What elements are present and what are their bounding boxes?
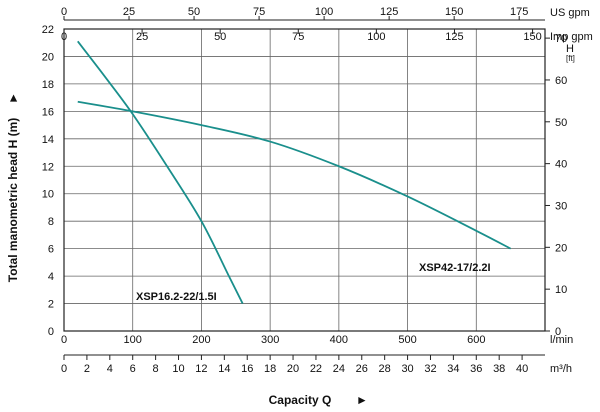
x-tick-label: 500: [398, 334, 416, 346]
x-tick-label: 400: [330, 334, 348, 346]
m3h-tick-label: 30: [401, 363, 413, 375]
y-tick-label: 4: [48, 271, 54, 283]
x-axis-title: Capacity Q: [269, 393, 332, 407]
m3h-tick-label: 22: [310, 363, 322, 375]
y-tick-label: 10: [42, 189, 54, 201]
m3h-tick-label: 24: [333, 363, 345, 375]
performance-curves: [77, 40, 512, 304]
y-tick-label: 12: [42, 161, 54, 173]
m3h-tick-label: 16: [241, 363, 253, 375]
plot-border: [63, 28, 546, 332]
curve-xsp42: [77, 100, 512, 250]
usgpm-tick-label: 75: [253, 6, 265, 18]
usgpm-tick-label: 50: [188, 6, 200, 18]
y-tick-label: 2: [48, 299, 54, 311]
chart-grid: [64, 29, 545, 331]
m3h-tick-label: 6: [130, 363, 136, 375]
y-axis-arrow-icon: ►: [6, 92, 20, 104]
ft-unit-label-h: H: [566, 43, 574, 55]
lmin-unit-label: l/min: [550, 334, 573, 346]
y-tick-label: 8: [48, 216, 54, 228]
usgpm-tick-label: 150: [445, 6, 463, 18]
plot-frame: [63, 28, 546, 332]
y-tick-label: 6: [48, 244, 54, 256]
impgpm-tick-label: 75: [292, 31, 304, 43]
y-tick-label: 20: [42, 51, 54, 63]
m3h-tick-label: 36: [470, 363, 482, 375]
usgpm-tick-label: 0: [61, 6, 67, 18]
m3h-unit-label: m³/h: [550, 363, 572, 375]
impgpm-tick-label: 125: [445, 31, 463, 43]
m3h-tick-label: 12: [195, 363, 207, 375]
x-tick-label: 0: [61, 334, 67, 346]
usgpm-tick-label: 175: [510, 6, 528, 18]
ft-tick-label: 50: [555, 117, 567, 129]
ft-tick-label: 10: [555, 284, 567, 296]
m3h-tick-label: 32: [424, 363, 436, 375]
us-gpm-unit-label: US gpm: [550, 7, 590, 19]
y-axis-title: Total manometric head H (m): [6, 118, 20, 282]
ft-tick-label: 0: [555, 326, 561, 338]
m3h-tick-label: 40: [516, 363, 528, 375]
ft-tick-label: 70: [555, 33, 567, 45]
x-tick-label: 100: [124, 334, 142, 346]
y-tick-label: 22: [42, 24, 54, 36]
m3h-tick-label: 38: [493, 363, 505, 375]
x-tick-label: 200: [192, 334, 210, 346]
m3h-tick-label: 4: [107, 363, 113, 375]
usgpm-tick-label: 125: [380, 6, 398, 18]
m3h-tick-label: 20: [287, 363, 299, 375]
impgpm-tick-label: 0: [61, 31, 67, 43]
m3h-tick-label: 0: [61, 363, 67, 375]
ft-tick-label: 60: [555, 75, 567, 87]
impgpm-tick-label: 25: [136, 31, 148, 43]
x-tick-label: 300: [261, 334, 279, 346]
ft-tick-label: 30: [555, 200, 567, 212]
m3h-tick-label: 18: [264, 363, 276, 375]
m3h-tick-label: 8: [153, 363, 159, 375]
ft-unit-label-ft: [ft]: [566, 54, 575, 63]
impgpm-tick-label: 50: [214, 31, 226, 43]
x-axis-arrow-icon: ►: [356, 393, 368, 407]
m3h-tick-label: 34: [447, 363, 459, 375]
ft-tick-label: 40: [555, 159, 567, 171]
series-label-xsp16: XSP16.2-22/1.5I: [136, 291, 217, 303]
y-tick-label: 0: [48, 326, 54, 338]
ft-tick-label: 20: [555, 242, 567, 254]
m3h-tick-label: 14: [218, 363, 230, 375]
series-label-xsp42: XSP42-17/2.2I: [419, 262, 491, 274]
m3h-tick-label: 10: [172, 363, 184, 375]
m3h-tick-label: 2: [84, 363, 90, 375]
usgpm-tick-label: 25: [123, 6, 135, 18]
x-tick-label: 600: [467, 334, 485, 346]
impgpm-tick-label: 100: [367, 31, 385, 43]
usgpm-tick-label: 100: [315, 6, 333, 18]
m3h-tick-label: 26: [356, 363, 368, 375]
y-tick-label: 16: [42, 106, 54, 118]
m3h-tick-label: 28: [379, 363, 391, 375]
imp-gpm-unit-label: Imp gpm: [550, 31, 593, 43]
y-tick-label: 18: [42, 79, 54, 91]
impgpm-tick-label: 150: [523, 31, 541, 43]
curve-xsp16: [77, 40, 244, 304]
y-tick-label: 14: [42, 134, 54, 146]
